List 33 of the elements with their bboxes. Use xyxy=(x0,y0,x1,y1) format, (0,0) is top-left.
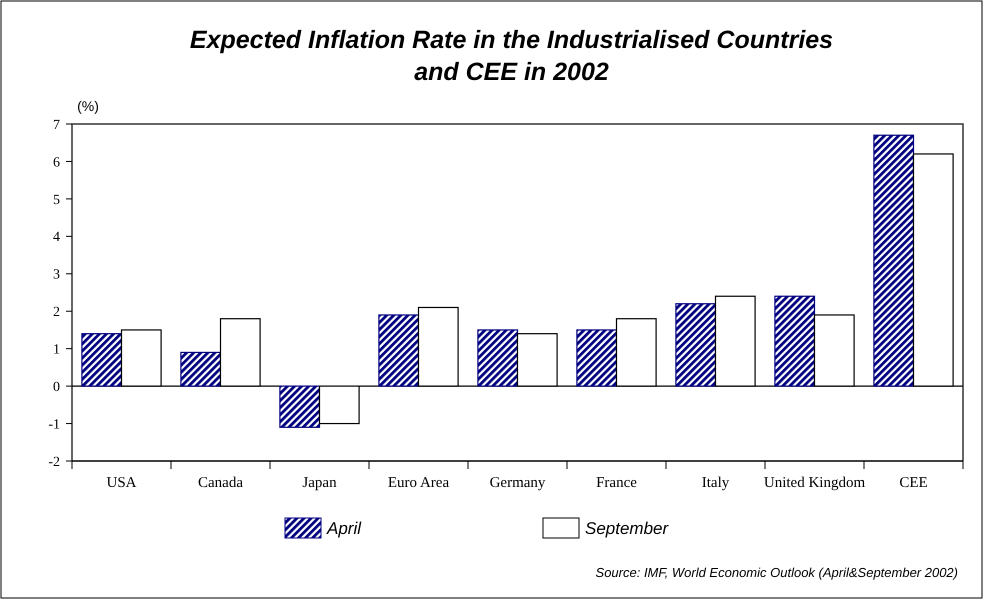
bar xyxy=(675,303,716,387)
bar xyxy=(873,134,914,387)
x-tick-label: Italy xyxy=(702,475,730,491)
y-axis-title: (%) xyxy=(77,98,99,114)
chart-title: Expected Inflation Rate in the Industrialised Countries and CEE in 2002 xyxy=(190,26,834,86)
y-tick-label: -2 xyxy=(48,454,60,470)
y-tick-label: -1 xyxy=(48,417,60,432)
y-tick-label: 1 xyxy=(53,342,60,358)
legend-label: September xyxy=(585,518,670,538)
y-tick-label: 0 xyxy=(53,380,60,396)
y-tick-label: 4 xyxy=(53,230,60,246)
x-tick-label: United Kingdom xyxy=(764,475,866,491)
y-tick-label: 2 xyxy=(53,305,60,320)
bar xyxy=(180,352,222,387)
bar xyxy=(378,314,420,387)
bar xyxy=(477,329,518,387)
y-tick-label: 5 xyxy=(53,192,60,208)
bar xyxy=(81,333,122,387)
x-tick-label: CEE xyxy=(899,475,928,491)
x-tick-label: France xyxy=(596,475,638,491)
bar xyxy=(774,296,816,387)
y-tick-label: 7 xyxy=(53,118,60,133)
x-tick-label: Germany xyxy=(490,475,546,491)
bar xyxy=(279,386,320,428)
x-tick-label: Euro Area xyxy=(388,475,450,491)
bar xyxy=(576,329,618,387)
x-tick-label: Japan xyxy=(302,475,338,491)
y-tick-label: 6 xyxy=(53,155,60,170)
x-tick-label: USA xyxy=(106,475,137,491)
x-tick-label: Canada xyxy=(198,475,244,491)
y-tick-label: 3 xyxy=(53,268,60,283)
legend-label: April xyxy=(326,518,362,538)
source-note: Source: IMF, World Economic Outlook (April&September 2002) xyxy=(596,565,958,580)
